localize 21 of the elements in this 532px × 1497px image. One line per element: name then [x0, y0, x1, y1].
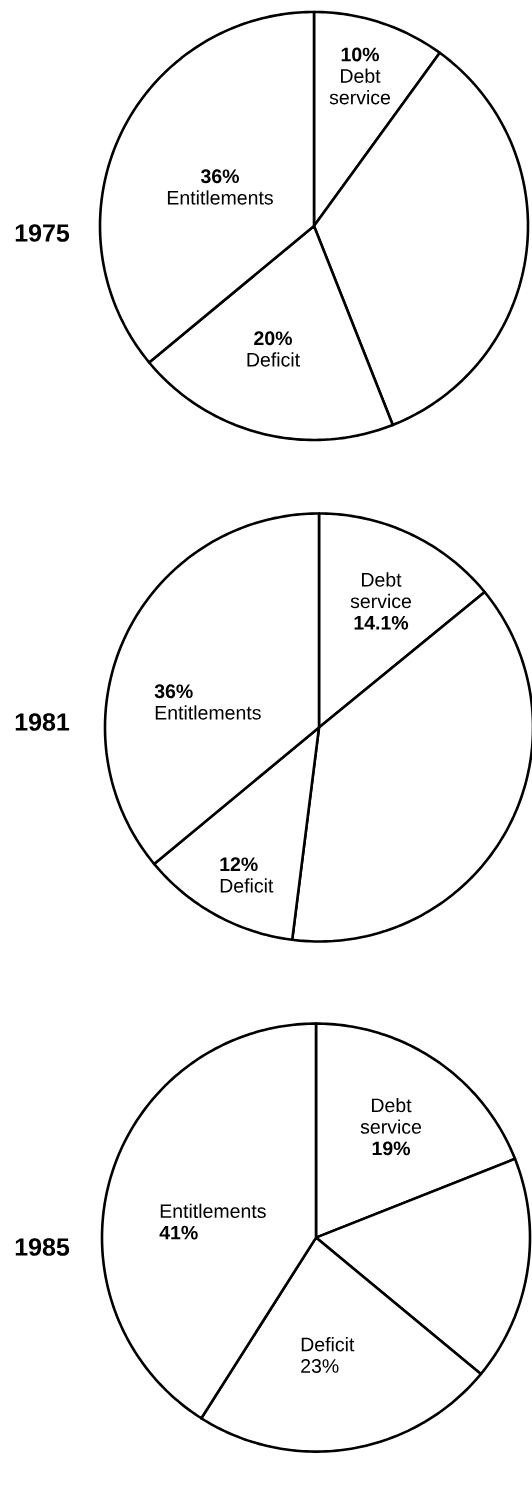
data-label: 20%: [254, 331, 292, 346]
text: 1981: [15, 713, 70, 731]
slice-label: Debt service: [350, 572, 412, 609]
data-label: 14.1%: [354, 615, 409, 630]
data-label: 41%: [159, 1225, 198, 1240]
slice-label: Deficit: [301, 1337, 355, 1352]
data-label: 10%: [341, 47, 380, 62]
slice-label: Debt service: [360, 1097, 422, 1134]
data-label: 23%: [301, 1359, 339, 1373]
data-label: 36%: [154, 684, 193, 699]
slice-label: Entitlements: [155, 705, 261, 720]
text: 1985: [15, 1238, 70, 1256]
data-label: 19%: [372, 1141, 411, 1156]
text: 1975: [15, 224, 70, 242]
slice-label: Entitlements: [160, 1203, 266, 1219]
data-label: 12%: [220, 857, 258, 872]
slice-label: Deficit: [247, 352, 300, 367]
data-label: 36%: [200, 169, 239, 184]
slice-label: Debt service: [329, 68, 391, 105]
slice-label: Entitlements: [167, 190, 273, 205]
slice-label: Deficit: [220, 878, 274, 893]
